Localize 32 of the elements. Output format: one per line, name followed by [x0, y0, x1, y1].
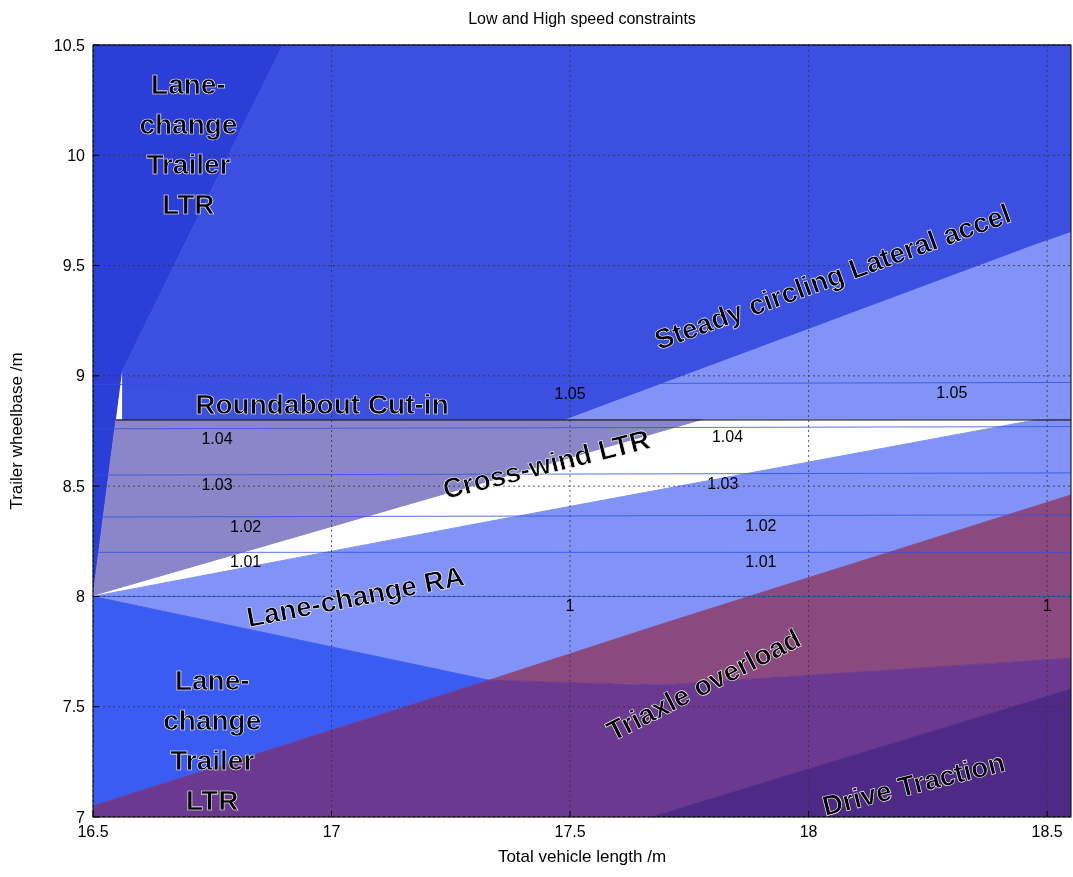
x-tick-label: 16.5: [77, 823, 109, 840]
series-label: 1.05: [554, 384, 586, 402]
y-tick-label: 8.5: [62, 477, 86, 495]
x-tick-label: 17: [322, 823, 341, 840]
x-tick-label: 17.5: [554, 823, 586, 840]
y-tick-label: 9.5: [62, 257, 86, 275]
series-label: 1.01: [230, 553, 262, 571]
x-tick-label: 18: [799, 823, 818, 840]
text: 1.03: [201, 475, 233, 493]
y-tick-label: 7.5: [62, 698, 86, 716]
y-tick-label: 7: [76, 808, 86, 826]
text: 1.01: [745, 553, 777, 571]
annotation: Drive Traction: [819, 746, 1008, 822]
y-tick-label: 10.5: [53, 36, 86, 54]
series-label: 1.03: [707, 474, 739, 492]
text: 1: [1042, 597, 1052, 615]
x-axis-title: Total vehicle length /m: [497, 847, 667, 866]
text: 1.05: [936, 383, 968, 401]
series-label: 1: [565, 597, 575, 615]
y-tick-label: 8: [76, 588, 86, 606]
y-axis-title: Trailer wheelbase /m: [7, 352, 26, 510]
chart-title: Low and High speed constraints: [468, 10, 696, 27]
y-tick-label: 10: [67, 146, 86, 164]
annotation: Lane-change Trailer LTR: [139, 69, 238, 221]
text: 1.04: [201, 429, 233, 447]
y-tick-label: 9: [76, 367, 86, 385]
series-label: 1.02: [745, 516, 777, 534]
x-tick-label: 18.5: [1031, 823, 1063, 840]
annotation: Roundabout Cut-in: [195, 389, 449, 421]
series-label: 1.04: [711, 428, 744, 446]
text: 1.02: [230, 517, 262, 535]
annotation: Lane-change Trailer LTR: [163, 664, 262, 816]
